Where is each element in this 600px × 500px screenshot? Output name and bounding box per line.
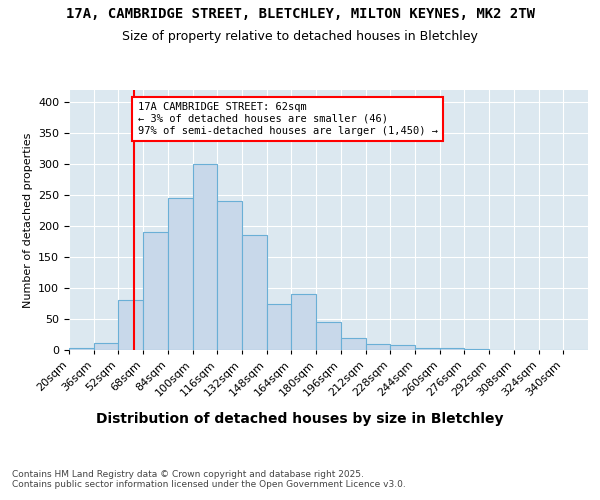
Bar	[440, 348, 464, 350]
Bar	[267, 304, 292, 350]
Bar	[118, 300, 143, 350]
Bar	[415, 348, 440, 350]
Bar	[69, 348, 94, 350]
Bar	[341, 338, 365, 350]
Text: 17A CAMBRIDGE STREET: 62sqm
← 3% of detached houses are smaller (46)
97% of semi: 17A CAMBRIDGE STREET: 62sqm ← 3% of deta…	[137, 102, 437, 136]
Bar	[390, 345, 415, 350]
Bar	[143, 232, 168, 350]
Bar	[292, 294, 316, 350]
Bar	[168, 198, 193, 350]
Text: 17A, CAMBRIDGE STREET, BLETCHLEY, MILTON KEYNES, MK2 2TW: 17A, CAMBRIDGE STREET, BLETCHLEY, MILTON…	[65, 8, 535, 22]
Text: Size of property relative to detached houses in Bletchley: Size of property relative to detached ho…	[122, 30, 478, 43]
Bar	[193, 164, 217, 350]
Bar	[242, 236, 267, 350]
Bar	[365, 344, 390, 350]
Bar	[94, 342, 118, 350]
Text: Distribution of detached houses by size in Bletchley: Distribution of detached houses by size …	[96, 412, 504, 426]
Y-axis label: Number of detached properties: Number of detached properties	[23, 132, 32, 308]
Text: Contains HM Land Registry data © Crown copyright and database right 2025.
Contai: Contains HM Land Registry data © Crown c…	[12, 470, 406, 490]
Bar	[316, 322, 341, 350]
Bar	[217, 202, 242, 350]
